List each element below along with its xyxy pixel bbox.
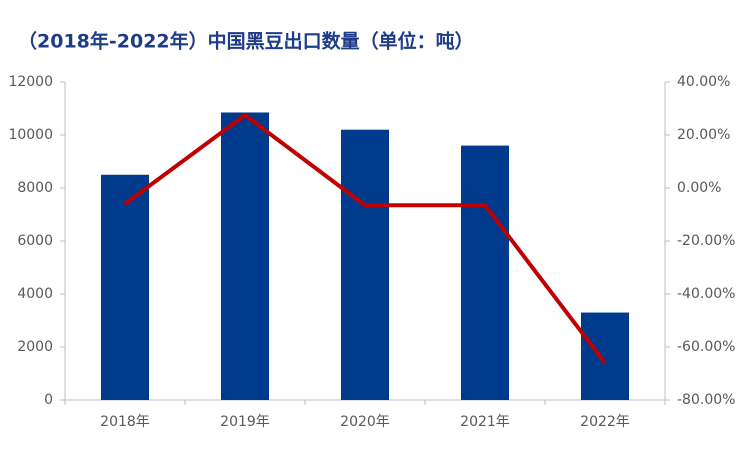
x-tick-label: 2018年 <box>100 414 150 430</box>
y-tick-label: 10000 <box>8 127 53 143</box>
y-tick-label: 6000 <box>17 233 53 249</box>
y-tick-label: 4000 <box>17 286 53 302</box>
y2-tick-label: 40.00% <box>677 74 730 90</box>
bar <box>461 145 509 400</box>
x-tick-label: 2019年 <box>220 414 270 430</box>
chart-title: （2018年-2022年）中国黑豆出口数量（单位：吨） <box>18 30 474 53</box>
y2-tick-label: -40.00% <box>677 286 735 302</box>
bar <box>581 312 629 400</box>
x-tick-label: 2020年 <box>340 414 390 430</box>
y-tick-label: 0 <box>44 392 53 408</box>
y-tick-label: 8000 <box>17 180 53 196</box>
x-tick-label: 2021年 <box>460 414 510 430</box>
bar <box>341 129 389 400</box>
y2-tick-label: -80.00% <box>677 392 735 408</box>
y2-tick-label: 20.00% <box>677 127 730 143</box>
y2-tick-label: -60.00% <box>677 339 735 355</box>
bar <box>221 112 269 400</box>
line <box>123 113 607 365</box>
bar <box>101 174 149 400</box>
y2-tick-label: -20.00% <box>677 233 735 249</box>
y-tick-label: 2000 <box>17 339 53 355</box>
y2-tick-label: 0.00% <box>677 180 721 196</box>
x-tick-label: 2022年 <box>580 414 630 430</box>
y-tick-label: 12000 <box>8 74 53 90</box>
